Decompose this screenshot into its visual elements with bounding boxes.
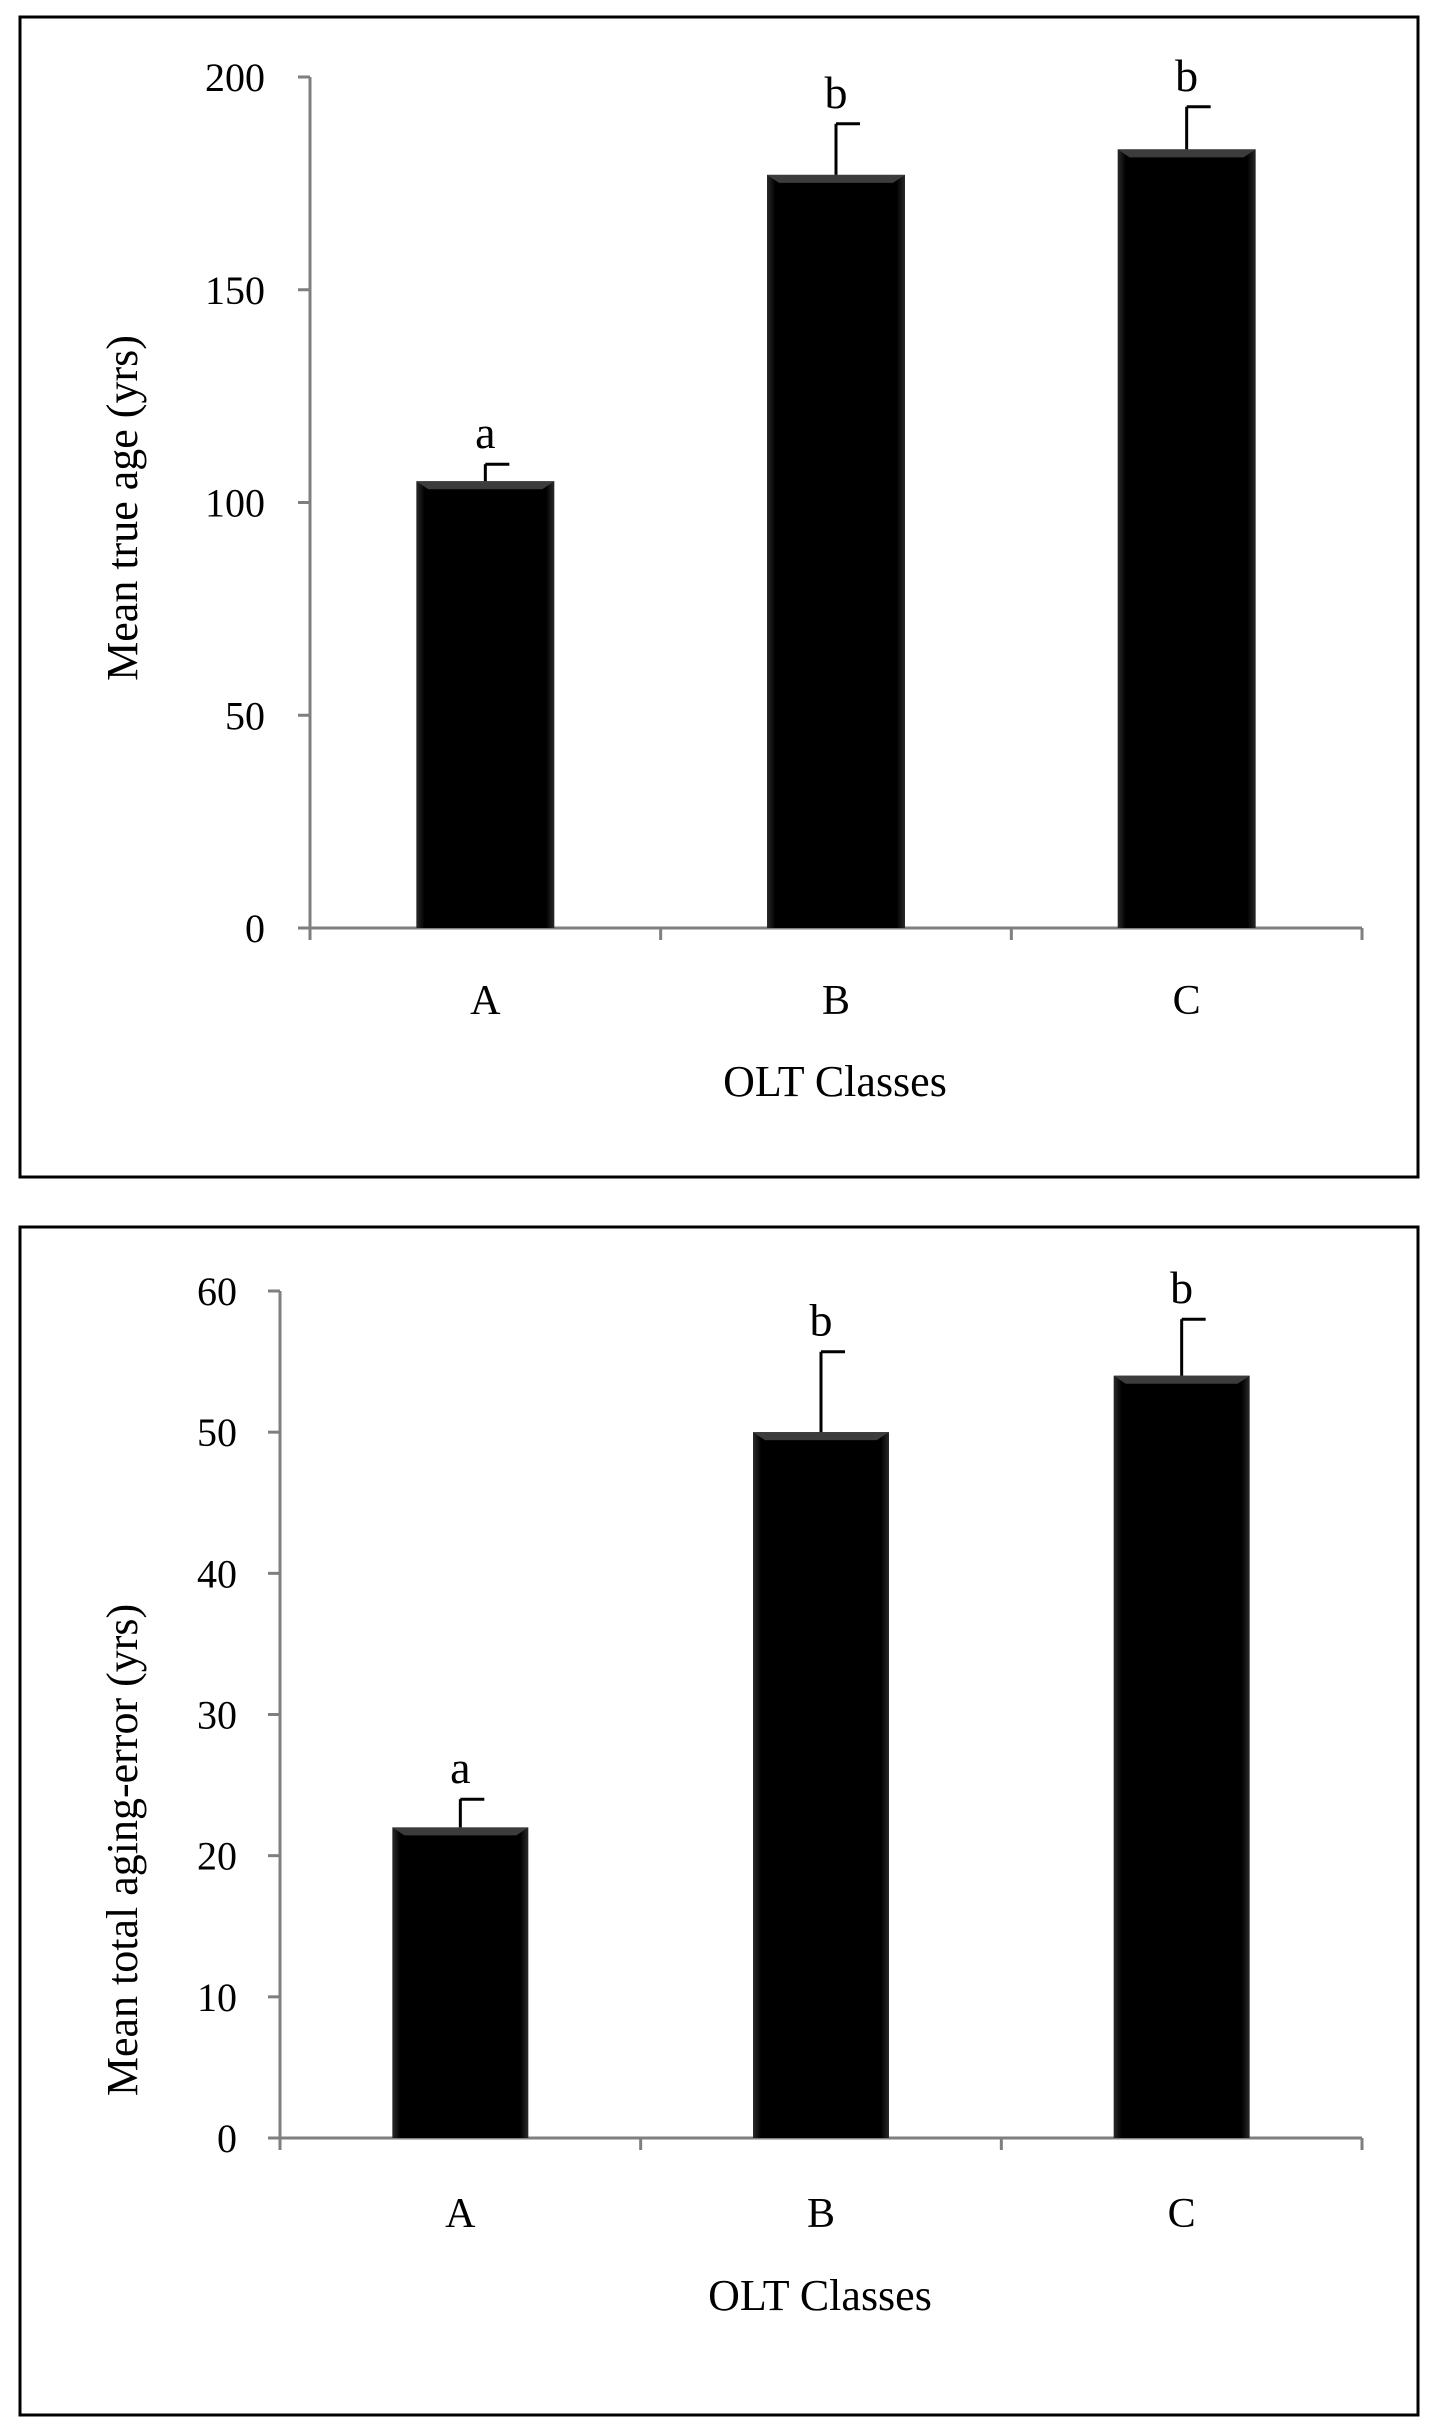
y-tick-label: 30 bbox=[197, 1693, 237, 1738]
bar-bevel bbox=[753, 1432, 889, 1441]
y-tick-label: 40 bbox=[197, 1551, 237, 1596]
y-tick-label: 0 bbox=[245, 906, 265, 951]
x-category-label: B bbox=[807, 2191, 835, 2237]
significance-letter: b bbox=[1175, 50, 1198, 101]
chart-true-age: 0 50 100 150 200 a Ab Bb C Mean true age (yrs) O… bbox=[18, 15, 1420, 1179]
plot-area: 0 10 20 30 40 50 60 a Ab Bb C bbox=[197, 1262, 1364, 2237]
significance-letter: b bbox=[825, 67, 848, 118]
plot-area: 0 50 100 150 200 a Ab Bb C bbox=[205, 50, 1364, 1024]
y-tick-label: 50 bbox=[225, 693, 265, 738]
bar-bevel bbox=[1113, 1375, 1250, 1384]
bar-A bbox=[392, 1827, 529, 2138]
significance-letter: b bbox=[810, 1295, 833, 1346]
y-tick-label: 0 bbox=[217, 2116, 237, 2161]
bar-B bbox=[767, 174, 905, 929]
bar-A bbox=[416, 481, 555, 928]
bar-C bbox=[1113, 1375, 1250, 2138]
y-tick-label: 150 bbox=[205, 268, 265, 313]
x-category-label: A bbox=[445, 2191, 476, 2237]
bar-bevel bbox=[392, 1827, 529, 1836]
bar-bevel bbox=[1117, 149, 1256, 158]
y-tick-label: 60 bbox=[197, 1269, 237, 1314]
x-category-label: C bbox=[1168, 2191, 1196, 2237]
x-category-label: A bbox=[470, 978, 501, 1024]
chart-aging-error: 0 10 20 30 40 50 60 a Ab Bb C Mean total aging-err… bbox=[18, 1225, 1420, 2417]
y-tick-label: 100 bbox=[205, 481, 265, 526]
bar-B bbox=[753, 1432, 889, 2138]
x-category-label: C bbox=[1173, 978, 1201, 1024]
y-tick-label: 20 bbox=[197, 1834, 237, 1879]
y-tick-label: 50 bbox=[197, 1410, 237, 1455]
x-axis-title: OLT Classes bbox=[723, 1057, 947, 1106]
x-category-label: B bbox=[822, 978, 850, 1024]
bar-bevel bbox=[767, 174, 905, 183]
y-axis-title: Mean true age (yrs) bbox=[98, 335, 147, 681]
x-axis-title: OLT Classes bbox=[708, 2271, 932, 2320]
y-tick-label: 10 bbox=[197, 1975, 237, 2020]
y-tick-label: 200 bbox=[205, 55, 265, 100]
significance-letter: b bbox=[1170, 1262, 1193, 1313]
significance-letter: a bbox=[450, 1742, 470, 1793]
bar-bevel bbox=[416, 481, 555, 490]
bar-C bbox=[1117, 149, 1256, 928]
y-axis-title: Mean total aging-error (yrs) bbox=[98, 1604, 147, 2096]
significance-letter: a bbox=[475, 407, 495, 458]
